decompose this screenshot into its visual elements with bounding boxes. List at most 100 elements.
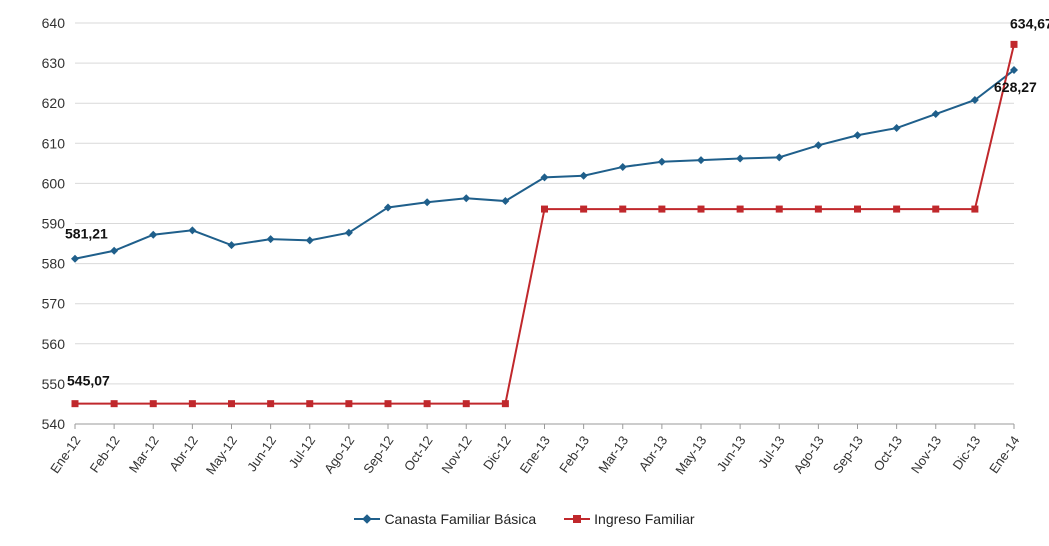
series-1-point bbox=[697, 156, 705, 165]
x-tick-label: May-13 bbox=[672, 433, 709, 477]
series-1-point bbox=[423, 198, 432, 207]
series-1-point bbox=[618, 162, 627, 171]
x-tick-label: Jul-13 bbox=[755, 433, 788, 471]
x-tick-label: Dic-12 bbox=[480, 433, 514, 472]
legend-item-series-1: Canasta Familiar Básica bbox=[354, 511, 536, 527]
series-1-point bbox=[266, 235, 275, 244]
x-tick-label: Oct-12 bbox=[401, 433, 436, 474]
series-2-point bbox=[736, 205, 744, 213]
series-1-point bbox=[540, 173, 549, 182]
x-tick-label: Ene-14 bbox=[986, 433, 1022, 476]
x-tick-label: Sep-13 bbox=[830, 433, 866, 476]
x-tick-label: May-12 bbox=[203, 433, 240, 477]
series-2-point bbox=[814, 205, 822, 213]
x-tick-label: Ene-13 bbox=[517, 433, 553, 476]
legend-swatch-series-1 bbox=[354, 513, 381, 525]
series-2-point bbox=[775, 205, 783, 213]
series-1-point bbox=[71, 254, 79, 263]
data-label: 581,21 bbox=[65, 226, 108, 242]
x-tick-label: Ene-12 bbox=[47, 433, 83, 476]
y-tick-label: 600 bbox=[42, 175, 66, 191]
series-1-point bbox=[970, 95, 979, 104]
x-tick-label: Jun-13 bbox=[713, 433, 748, 474]
series-2-point bbox=[71, 400, 79, 408]
legend-label-series-1: Canasta Familiar Básica bbox=[384, 511, 537, 527]
x-tick-label: Ago-13 bbox=[790, 433, 826, 476]
series-1-point bbox=[501, 197, 510, 206]
series-1-point bbox=[657, 157, 666, 166]
x-tick-label: Sep-12 bbox=[360, 433, 396, 476]
x-tick-label: Feb-13 bbox=[556, 433, 592, 475]
x-tick-label: Ago-12 bbox=[321, 433, 357, 476]
series-1-point bbox=[853, 131, 862, 140]
y-tick-label: 580 bbox=[42, 256, 66, 272]
series-1-point bbox=[814, 141, 823, 150]
x-tick-label: Abr-12 bbox=[166, 433, 201, 474]
series-2-point bbox=[971, 205, 979, 213]
series-1-point bbox=[1010, 66, 1018, 75]
series-2-point bbox=[267, 400, 275, 408]
data-label: 628,27 bbox=[994, 79, 1037, 95]
series-1-point bbox=[775, 153, 784, 162]
series-2-point bbox=[854, 205, 861, 213]
x-tick-label: Nov-13 bbox=[908, 433, 944, 476]
y-tick-label: 640 bbox=[42, 15, 66, 31]
series-line-1 bbox=[74, 69, 1015, 260]
y-tick-label: 550 bbox=[42, 376, 66, 392]
series-1-point bbox=[305, 236, 314, 245]
x-tick-label: Abr-13 bbox=[636, 433, 671, 474]
legend-item-series-2: Ingreso Familiar bbox=[564, 511, 695, 527]
series-2-point bbox=[423, 400, 431, 408]
x-tick-label: Dic-13 bbox=[949, 433, 983, 472]
y-tick-label: 540 bbox=[42, 416, 66, 432]
series-2-point bbox=[932, 205, 940, 213]
series-2-point bbox=[228, 400, 235, 408]
legend-swatch-series-2 bbox=[564, 513, 591, 525]
series-2-point bbox=[501, 400, 509, 408]
y-tick-label: 610 bbox=[42, 135, 66, 151]
chart-legend: Canasta Familiar Básica Ingreso Familiar bbox=[0, 511, 1049, 527]
series-1-point bbox=[110, 246, 119, 255]
y-tick-label: 570 bbox=[42, 296, 66, 312]
x-tick-label: Mar-12 bbox=[126, 433, 162, 475]
data-label: 545,07 bbox=[67, 373, 110, 389]
legend-label-series-2: Ingreso Familiar bbox=[594, 511, 695, 527]
series-1-point bbox=[462, 194, 471, 203]
series-2-point bbox=[149, 400, 157, 408]
x-tick-label: Nov-12 bbox=[438, 433, 474, 476]
series-2-point bbox=[580, 205, 588, 213]
y-tick-label: 590 bbox=[42, 216, 66, 232]
x-tick-label: Feb-12 bbox=[87, 433, 123, 475]
series-2-point bbox=[893, 205, 901, 213]
series-2-point bbox=[541, 205, 548, 213]
series-1-point bbox=[149, 230, 158, 239]
series-1-point bbox=[188, 226, 197, 235]
y-tick-label: 620 bbox=[42, 95, 66, 111]
data-label: 634,67 bbox=[1010, 15, 1049, 31]
series-2-point bbox=[462, 400, 470, 408]
series-2-point bbox=[306, 400, 314, 408]
series-2-point bbox=[188, 400, 196, 408]
series-line-2 bbox=[75, 44, 1015, 405]
series-1-point bbox=[227, 241, 236, 250]
x-tick-label: Oct-13 bbox=[870, 433, 905, 474]
series-1-point bbox=[579, 171, 588, 180]
series-2-point bbox=[619, 205, 627, 213]
x-tick-label: Jun-12 bbox=[244, 433, 279, 474]
series-2-point bbox=[697, 205, 705, 213]
series-1-point bbox=[736, 154, 745, 163]
x-tick-label: Jul-12 bbox=[286, 433, 319, 471]
series-1-point bbox=[931, 110, 940, 119]
series-2-point bbox=[110, 400, 118, 408]
series-1-point bbox=[892, 124, 901, 133]
y-tick-label: 630 bbox=[42, 55, 66, 71]
y-tick-label: 560 bbox=[42, 336, 66, 352]
x-tick-label: Mar-13 bbox=[595, 433, 631, 475]
series-2-point bbox=[658, 205, 666, 213]
series-2-point bbox=[384, 400, 392, 408]
series-1-point bbox=[344, 228, 353, 237]
series-2-point bbox=[345, 400, 353, 408]
series-1-point bbox=[384, 203, 392, 212]
